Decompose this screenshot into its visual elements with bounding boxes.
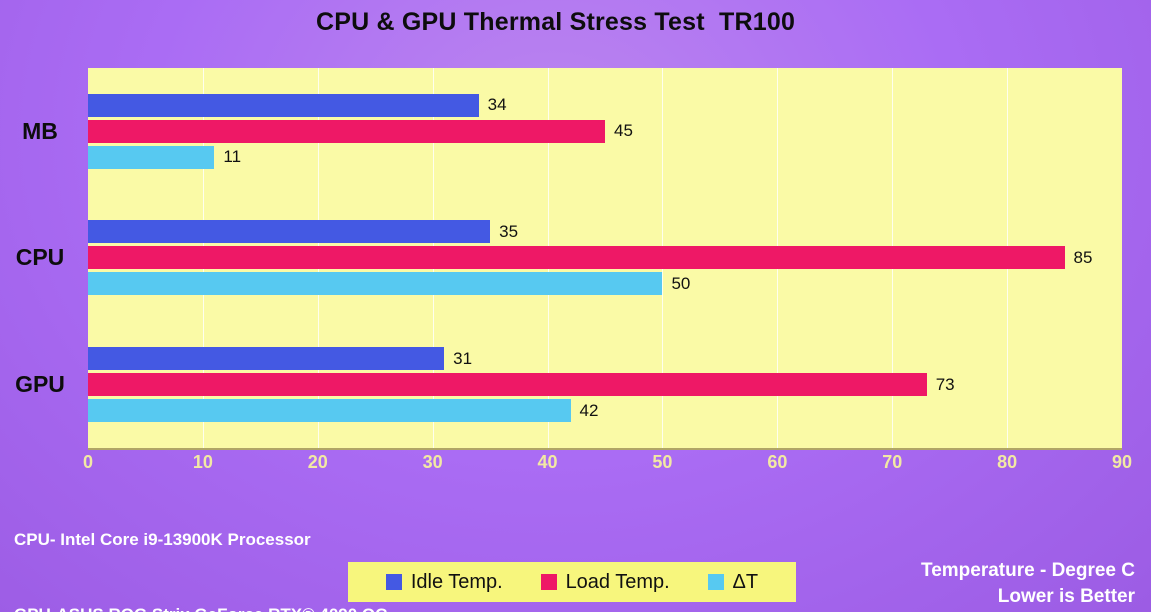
legend-label: Idle Temp.: [410, 570, 503, 593]
bar-row: 42: [88, 399, 1122, 423]
x-tick-label-80: 80: [997, 452, 1018, 472]
bar-group-gpu: 31 73 42: [88, 321, 1122, 448]
bar-value-label: 50: [671, 273, 691, 293]
axis-note: Temperature - Degree C Lower is Better: [921, 558, 1135, 610]
legend-item-t: ΔT: [707, 570, 759, 594]
legend-item-idle-temp: Idle Temp.: [385, 570, 503, 594]
bar-row: 73: [88, 373, 1122, 397]
bar-row: 50: [88, 272, 1122, 296]
bar-mb-load-temp: [88, 119, 605, 143]
bar-gpu-load-temp: [88, 373, 927, 397]
bar-value-label: 34: [487, 95, 507, 115]
bar-row: 31: [88, 347, 1122, 371]
legend: Idle Temp. Load Temp. ΔT: [348, 562, 796, 602]
x-tick-label-20: 20: [307, 452, 328, 472]
bar-gpu-t: [88, 399, 571, 423]
bar-value-label: 45: [614, 121, 633, 141]
bar-mb-idle-temp: [88, 93, 479, 117]
bar-row: 11: [88, 145, 1122, 169]
bar-value-label: 85: [1073, 247, 1093, 267]
bar-cpu-t: [88, 272, 663, 296]
x-tick-label-90: 90: [1111, 452, 1133, 472]
chart-title: CPU & GPU Thermal Stress Test TR100: [315, 8, 796, 36]
bar-row: 34: [88, 93, 1122, 117]
bar-group-mb: 34 45 11: [88, 68, 1122, 195]
legend-item-load-temp: Load Temp.: [540, 570, 670, 594]
plot-area: 34 45 11 35 85 50 31 73 42: [88, 68, 1122, 450]
bar-value-label: 42: [579, 400, 599, 420]
note-gpu: GPU-ASUS ROG Strix GeForce RTX® 4090 OC: [14, 602, 387, 612]
legend-label: Load Temp.: [565, 570, 670, 593]
test-setup-notes: CPU- Intel Core i9-13900K Processor GPU-…: [14, 477, 387, 612]
x-tick-label-0: 0: [82, 452, 93, 472]
bar-row: 45: [88, 119, 1122, 143]
x-tick-label-70: 70: [882, 452, 903, 472]
legend-label: ΔT: [732, 570, 759, 593]
x-tick-label-60: 60: [767, 452, 788, 472]
bar-value-label: 73: [935, 374, 955, 394]
note-cpu: CPU- Intel Core i9-13900K Processor: [14, 530, 311, 549]
legend-swatch: [540, 574, 557, 590]
x-tick-label-10: 10: [192, 452, 213, 472]
bar-value-label: 11: [223, 147, 242, 167]
bar-row: 35: [88, 220, 1122, 244]
category-label-gpu: GPU: [15, 371, 65, 398]
category-label-mb: MB: [22, 117, 58, 144]
bar-value-label: 35: [499, 221, 519, 241]
legend-swatch: [385, 574, 402, 590]
x-tick-label-40: 40: [537, 452, 558, 472]
legend-swatch: [707, 574, 724, 590]
bar-row: 85: [88, 246, 1122, 270]
bar-mb-t: [88, 145, 215, 169]
x-tick-label-30: 30: [422, 452, 443, 472]
bar-gpu-idle-temp: [88, 347, 445, 371]
x-tick-label-50: 50: [652, 452, 673, 472]
bar-cpu-idle-temp: [88, 220, 491, 244]
bar-group-cpu: 35 85 50: [88, 195, 1122, 322]
axis-note-units: Temperature - Degree C: [921, 560, 1135, 581]
category-label-cpu: CPU: [15, 244, 65, 271]
bar-value-label: 31: [453, 348, 473, 368]
bar-cpu-load-temp: [88, 246, 1065, 270]
axis-note-lower-is-better: Lower is Better: [997, 586, 1135, 607]
